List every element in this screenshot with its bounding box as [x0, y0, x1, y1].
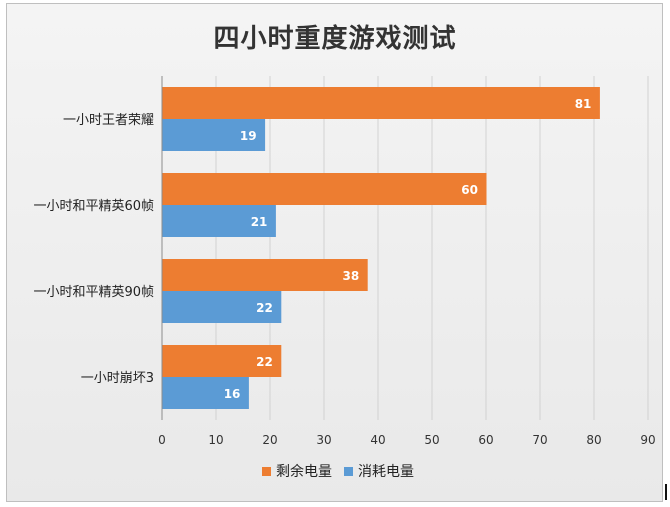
- x-tick-label: 40: [370, 433, 385, 447]
- bar-remaining: [162, 345, 282, 377]
- x-tick-label: 10: [208, 433, 223, 447]
- x-tick-labels: 0 10 20 30 40 50 60 70 80 90: [158, 433, 655, 447]
- bar-consumed: [162, 377, 249, 409]
- bar-remaining: [162, 173, 487, 205]
- text-cursor: [665, 484, 667, 500]
- data-label: 22: [256, 301, 273, 315]
- data-label: 60: [461, 183, 478, 197]
- chart-title: 四小时重度游戏测试: [213, 24, 457, 54]
- legend-label: 剩余电量: [276, 463, 332, 480]
- legend-swatch: [344, 467, 353, 476]
- x-tick-label: 50: [424, 433, 439, 447]
- category-label: 一小时和平精英90帧: [33, 285, 154, 300]
- legend: 剩余电量 消耗电量: [262, 463, 414, 480]
- legend-swatch: [262, 467, 271, 476]
- bar-consumed: [162, 205, 276, 237]
- data-label: 21: [251, 215, 268, 229]
- bars: 81 19 60 21 38 22 22 16: [162, 87, 600, 409]
- x-tick-label: 20: [262, 433, 277, 447]
- data-label: 16: [224, 387, 241, 401]
- category-label: 一小时和平精英60帧: [33, 199, 154, 214]
- chart-frame: [6, 3, 663, 502]
- data-label: 38: [342, 269, 359, 283]
- x-tick-label: 0: [158, 433, 166, 447]
- data-label: 22: [256, 355, 273, 369]
- data-label: 19: [240, 129, 257, 143]
- legend-label: 消耗电量: [358, 464, 414, 480]
- x-tick-label: 80: [586, 433, 601, 447]
- category-label: 一小时崩坏3: [81, 371, 154, 386]
- data-label: 81: [575, 97, 592, 111]
- category-label: 一小时王者荣耀: [63, 113, 154, 128]
- bar-consumed: [162, 291, 282, 323]
- x-tick-label: 70: [532, 433, 547, 447]
- x-tick-label: 30: [316, 433, 331, 447]
- bar-consumed: [162, 119, 266, 151]
- bar-remaining: [162, 87, 600, 119]
- bar-remaining: [162, 259, 368, 291]
- x-tick-label: 60: [478, 433, 493, 447]
- x-tick-label: 90: [640, 433, 655, 447]
